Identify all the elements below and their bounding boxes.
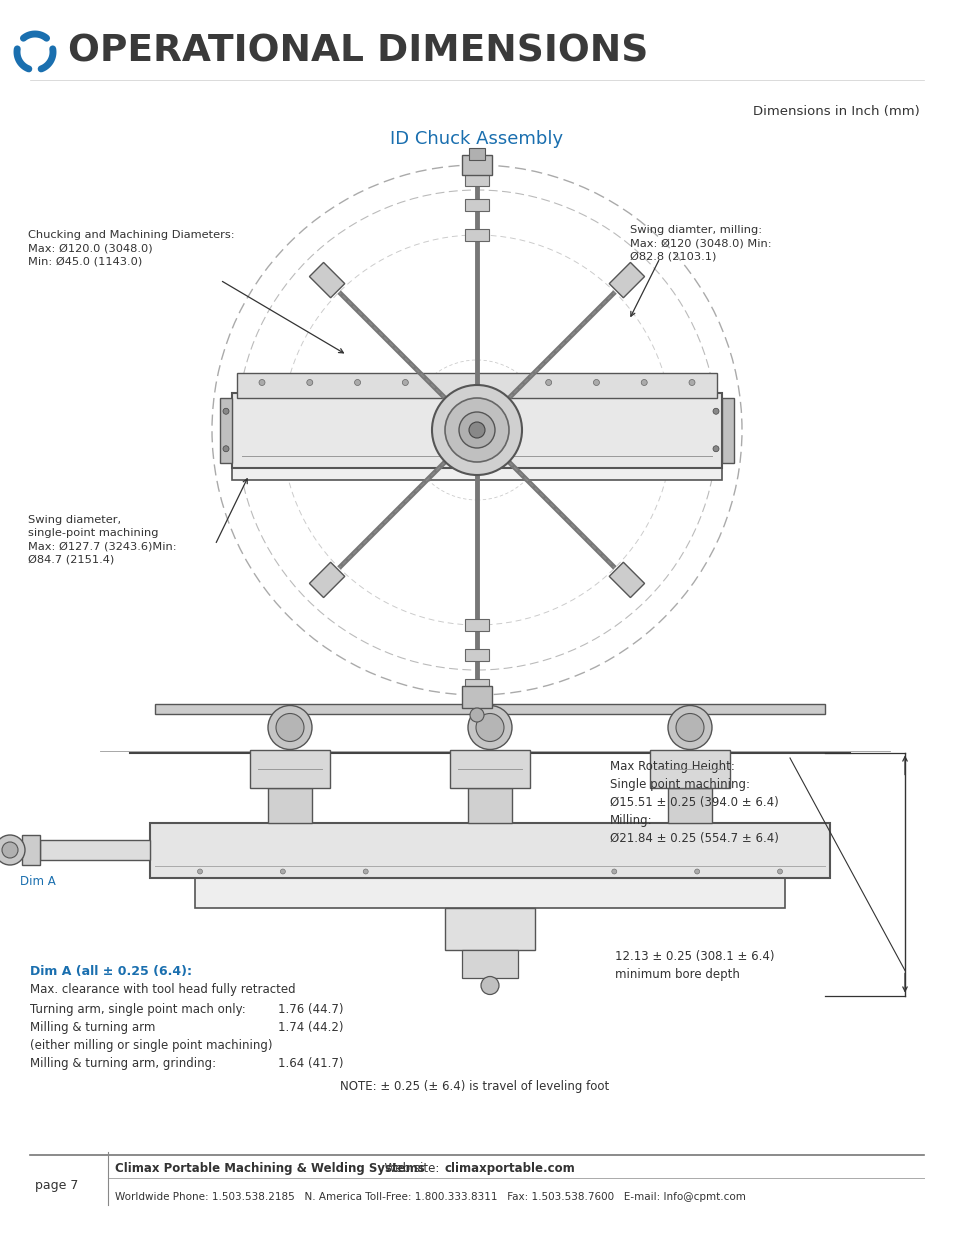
Text: ID Chuck Assembly: ID Chuck Assembly xyxy=(390,130,563,148)
Polygon shape xyxy=(609,562,644,598)
Bar xyxy=(464,199,489,211)
Circle shape xyxy=(432,385,521,475)
Bar xyxy=(150,823,829,878)
Text: Web site:: Web site: xyxy=(376,1162,442,1174)
Bar xyxy=(444,908,535,950)
Circle shape xyxy=(611,869,617,874)
Bar xyxy=(464,650,489,661)
Text: NOTE: ± 0.25 (± 6.4) is travel of leveling foot: NOTE: ± 0.25 (± 6.4) is travel of leveli… xyxy=(339,1079,609,1093)
Circle shape xyxy=(444,398,509,462)
Circle shape xyxy=(476,714,503,741)
Circle shape xyxy=(258,379,265,385)
Text: Dim A (all ± 0.25 (6.4):: Dim A (all ± 0.25 (6.4): xyxy=(30,965,192,978)
Circle shape xyxy=(712,446,719,452)
Circle shape xyxy=(694,869,699,874)
Polygon shape xyxy=(609,262,644,298)
Circle shape xyxy=(468,705,512,750)
Circle shape xyxy=(712,409,719,414)
Polygon shape xyxy=(309,262,344,298)
Bar xyxy=(667,788,711,823)
Text: Climax Portable Machining & Welding Systems: Climax Portable Machining & Welding Syst… xyxy=(115,1162,424,1174)
Text: Milling & turning arm: Milling & turning arm xyxy=(30,1021,155,1034)
Text: Max. clearance with tool head fully retracted: Max. clearance with tool head fully retr… xyxy=(30,983,295,995)
Circle shape xyxy=(640,379,646,385)
Bar xyxy=(461,156,492,175)
Text: Milling & turning arm, grinding:: Milling & turning arm, grinding: xyxy=(30,1057,216,1070)
Text: Worldwide Phone: 1.503.538.2185   N. America Toll-Free: 1.800.333.8311   Fax: 1.: Worldwide Phone: 1.503.538.2185 N. Ameri… xyxy=(115,1192,745,1202)
Bar xyxy=(469,148,484,161)
Text: Dim A: Dim A xyxy=(20,876,55,888)
Bar xyxy=(232,393,721,468)
Circle shape xyxy=(197,869,202,874)
Circle shape xyxy=(593,379,598,385)
Text: climaxportable.com: climaxportable.com xyxy=(444,1162,576,1174)
Text: OPERATIONAL DIMENSIONS: OPERATIONAL DIMENSIONS xyxy=(68,35,648,70)
Bar xyxy=(649,750,729,788)
Circle shape xyxy=(2,842,18,858)
Circle shape xyxy=(223,446,229,452)
Circle shape xyxy=(458,412,495,448)
Circle shape xyxy=(667,705,711,750)
Circle shape xyxy=(545,379,551,385)
Circle shape xyxy=(275,714,304,741)
Circle shape xyxy=(777,869,781,874)
Bar xyxy=(464,679,489,692)
Text: Dimensions in Inch (mm): Dimensions in Inch (mm) xyxy=(753,105,919,119)
Bar xyxy=(464,174,489,186)
Text: 12.13 ± 0.25 (308.1 ± 6.4)
minimum bore depth: 12.13 ± 0.25 (308.1 ± 6.4) minimum bore … xyxy=(615,950,774,981)
Text: 1.74 (44.2): 1.74 (44.2) xyxy=(277,1021,343,1034)
Circle shape xyxy=(402,379,408,385)
Text: Swing diamter, milling:
Max: Ø120 (3048.0) Min:
Ø82.8 (2103.1): Swing diamter, milling: Max: Ø120 (3048.… xyxy=(629,225,771,262)
Bar xyxy=(250,750,330,788)
Text: Chucking and Machining Diameters:
Max: Ø120.0 (3048.0)
Min: Ø45.0 (1143.0): Chucking and Machining Diameters: Max: Ø… xyxy=(28,230,234,267)
Bar xyxy=(154,704,824,714)
Text: Turning arm, single point mach only:: Turning arm, single point mach only: xyxy=(30,1003,246,1016)
Bar xyxy=(464,619,489,631)
Circle shape xyxy=(355,379,360,385)
Circle shape xyxy=(307,379,313,385)
Bar xyxy=(22,835,40,864)
Polygon shape xyxy=(309,562,344,598)
Text: 1.76 (44.7): 1.76 (44.7) xyxy=(277,1003,343,1016)
Bar xyxy=(40,840,150,860)
Bar xyxy=(461,950,517,977)
Circle shape xyxy=(676,714,703,741)
Circle shape xyxy=(469,422,484,438)
Circle shape xyxy=(480,977,498,994)
Bar xyxy=(268,788,312,823)
Circle shape xyxy=(470,708,483,722)
Bar xyxy=(468,788,512,823)
Circle shape xyxy=(268,705,312,750)
Text: Swing diameter,
single-point machining
Max: Ø127.7 (3243.6)Min:
Ø84.7 (2151.4): Swing diameter, single-point machining M… xyxy=(28,515,176,564)
Circle shape xyxy=(688,379,695,385)
Circle shape xyxy=(280,869,285,874)
Circle shape xyxy=(223,409,229,414)
Bar xyxy=(461,685,492,708)
Circle shape xyxy=(0,835,25,864)
Bar xyxy=(236,373,717,398)
Text: (either milling or single point machining): (either milling or single point machinin… xyxy=(30,1039,273,1052)
Text: 1.64 (41.7): 1.64 (41.7) xyxy=(277,1057,343,1070)
Circle shape xyxy=(363,869,368,874)
Text: Max Rotating Height:
Single point machining:
Ø15.51 ± 0.25 (394.0 ± 6.4)
Milling: Max Rotating Height: Single point machin… xyxy=(609,760,778,845)
Bar xyxy=(721,398,733,462)
Bar xyxy=(450,750,530,788)
Bar xyxy=(220,398,232,462)
Bar xyxy=(232,452,721,479)
Bar xyxy=(464,228,489,241)
Text: page 7: page 7 xyxy=(35,1178,78,1192)
Bar xyxy=(194,876,784,908)
